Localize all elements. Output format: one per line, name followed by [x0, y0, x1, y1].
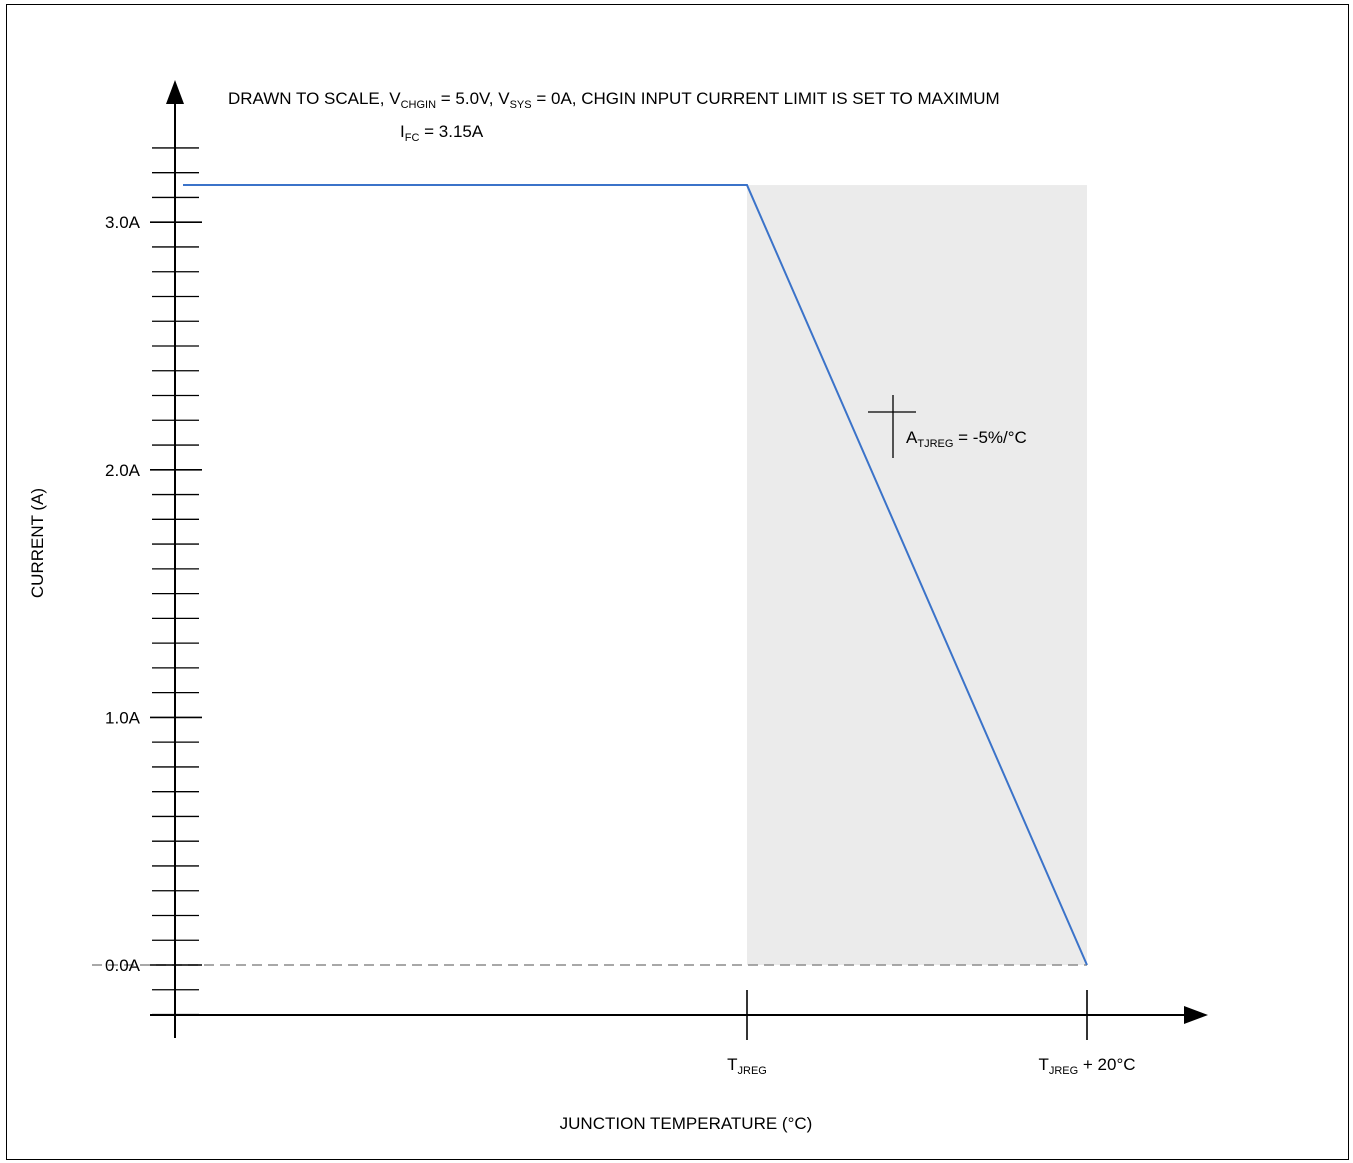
- current-derating-line: [183, 184, 1088, 966]
- y-tick-label: 3.0A: [105, 213, 141, 232]
- y-tick-label: 1.0A: [105, 708, 141, 727]
- y-tick-label: 0.0A: [105, 956, 141, 975]
- chart-title: DRAWN TO SCALE, VCHGIN = 5.0V, VSYS = 0A…: [228, 89, 1000, 111]
- slope-annotation-marker: [868, 395, 916, 458]
- x-axis-label: JUNCTION TEMPERATURE (°C): [560, 1114, 813, 1133]
- x-tick-label: TJREG: [727, 1055, 767, 1077]
- x-tick-label: TJREG + 20°C: [1038, 1055, 1135, 1077]
- x-axis-arrow-icon: [1184, 1006, 1208, 1024]
- y-axis-label: CURRENT (A): [28, 488, 47, 598]
- ifc-annotation: IFC = 3.15A: [400, 122, 484, 144]
- y-tick-label: 2.0A: [105, 461, 141, 480]
- chart-frame: [6, 4, 1349, 1160]
- y-axis-arrow-icon: [166, 80, 184, 104]
- slope-annotation: ATJREG = -5%/°C: [906, 428, 1027, 450]
